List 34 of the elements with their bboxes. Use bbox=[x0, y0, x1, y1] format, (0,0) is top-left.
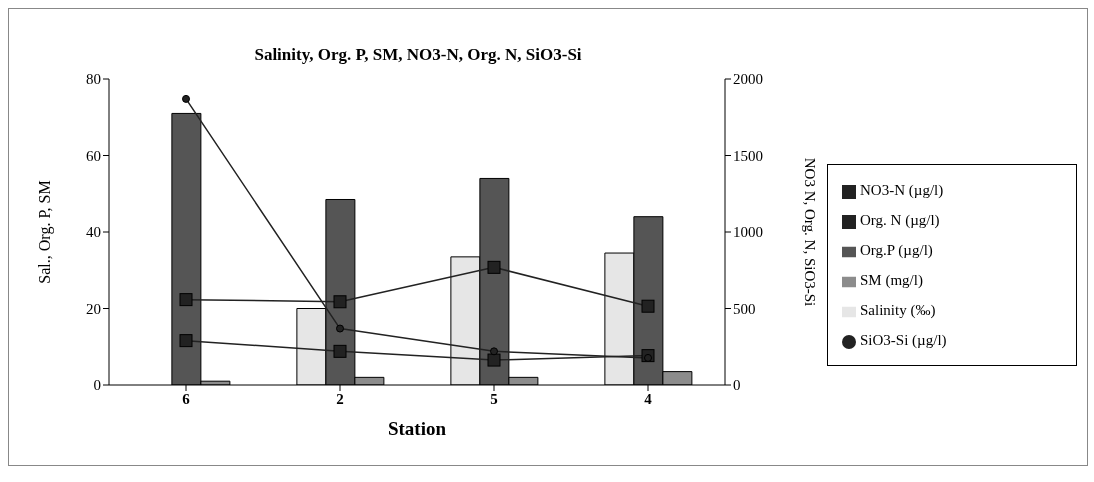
y2-tick-label: 1000 bbox=[733, 224, 763, 241]
chart-title: Salinity, Org. P, SM, NO3-N, Org. N, SiO3-Si bbox=[253, 45, 583, 65]
legend-label: SiO3-Si (µg/l) bbox=[860, 332, 947, 348]
x-tick-label: 4 bbox=[644, 390, 653, 407]
point bbox=[179, 334, 193, 348]
y2-tick-label: 2000 bbox=[733, 71, 763, 88]
y-tick-label: 0 bbox=[93, 377, 101, 394]
y-tick-label: 60 bbox=[86, 147, 101, 164]
legend-label: SM (mg/l) bbox=[860, 272, 923, 288]
point bbox=[336, 324, 344, 333]
legend-label: NO3-N (µg/l) bbox=[860, 182, 944, 198]
y-tick-label: 40 bbox=[86, 224, 101, 241]
y-axis-title: Sal., Org. P, SM bbox=[35, 180, 54, 284]
x-tick-label: 5 bbox=[490, 390, 498, 407]
x-tick-label: 2 bbox=[336, 390, 344, 407]
legend-label: Salinity (‰) bbox=[860, 302, 936, 318]
y2-tick-label: 500 bbox=[733, 300, 756, 317]
legend-label: Org.P (µg/l) bbox=[860, 242, 933, 258]
y-tick-label: 20 bbox=[86, 300, 101, 317]
x-axis-title: Station bbox=[387, 418, 447, 439]
point bbox=[333, 295, 347, 309]
point bbox=[333, 344, 347, 358]
y2-axis-title: NO3 N, Org. N, SiO3-Si bbox=[801, 157, 818, 307]
point bbox=[641, 299, 655, 313]
x-tick-label: 6 bbox=[182, 390, 191, 407]
point bbox=[487, 260, 501, 274]
legend-label: Org. N (µg/l) bbox=[860, 212, 940, 228]
point bbox=[182, 94, 190, 103]
point bbox=[490, 347, 498, 356]
y-tick-label: 80 bbox=[86, 71, 101, 88]
y2-tick-label: 1500 bbox=[733, 147, 763, 164]
point bbox=[179, 293, 193, 307]
y2-tick-label: 0 bbox=[733, 377, 741, 394]
point bbox=[487, 353, 501, 367]
